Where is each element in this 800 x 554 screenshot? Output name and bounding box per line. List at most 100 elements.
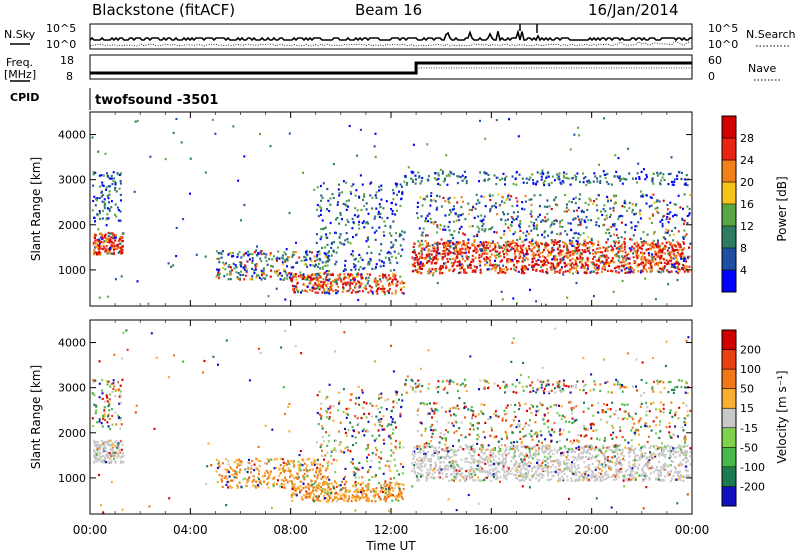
echo-cell xyxy=(643,446,646,449)
echo-cell xyxy=(494,263,497,266)
echo-cell xyxy=(553,243,555,246)
echo-cell xyxy=(503,267,505,270)
echo-cell xyxy=(480,214,483,217)
echo-cell xyxy=(333,280,336,283)
echo-cell xyxy=(433,247,436,250)
echo-cell xyxy=(119,180,122,183)
echo-cell xyxy=(416,205,419,209)
echo-cell xyxy=(453,249,456,252)
echo-cell xyxy=(453,454,456,457)
echo-cell xyxy=(599,479,602,482)
echo-cell xyxy=(327,289,330,292)
echo-cell xyxy=(575,270,578,273)
echo-cell xyxy=(497,193,500,196)
echo-cell xyxy=(417,240,420,243)
echo-cell xyxy=(586,256,589,259)
echo-cell xyxy=(662,266,665,269)
echo-cell xyxy=(650,242,653,245)
echo-cell xyxy=(311,286,314,289)
echo-cell xyxy=(522,463,525,466)
echo-cell xyxy=(324,264,327,267)
echo-cell xyxy=(587,219,590,222)
echo-cell xyxy=(359,265,362,269)
echo-cell xyxy=(316,255,319,258)
echo-cell xyxy=(506,196,509,199)
echo-cell xyxy=(107,197,110,200)
echo-cell xyxy=(412,258,415,261)
echo-cell xyxy=(366,282,369,285)
echo-cell xyxy=(550,459,552,462)
echo-cell xyxy=(605,261,608,264)
echo-cell xyxy=(635,459,638,462)
echo-cell xyxy=(658,267,661,270)
echo-cell xyxy=(667,221,670,224)
echo-cell xyxy=(571,241,574,244)
echo-cell xyxy=(597,453,600,457)
echo-cell xyxy=(685,265,688,268)
echo-cell xyxy=(134,120,137,123)
echo-cell xyxy=(394,275,397,278)
echo-cell xyxy=(113,177,116,180)
echo-cell xyxy=(481,219,484,223)
echo-cell xyxy=(439,465,442,468)
echo-cell xyxy=(559,477,561,480)
echo-cell xyxy=(499,235,502,239)
echo-cell xyxy=(118,449,121,452)
echo-cell xyxy=(610,468,612,471)
echo-cell xyxy=(314,291,317,294)
echo-cell xyxy=(622,474,625,477)
echo-cell xyxy=(358,290,361,293)
echo-cell xyxy=(544,444,547,447)
echo-cell xyxy=(572,244,575,248)
echo-cell xyxy=(462,243,465,246)
echo-cell xyxy=(612,240,615,243)
echo-cell xyxy=(546,461,549,464)
echo-cell xyxy=(547,175,550,178)
echo-cell xyxy=(673,203,676,206)
echo-cell xyxy=(317,265,319,268)
echo-cell xyxy=(356,290,359,293)
echo-cell xyxy=(605,254,608,257)
echo-cell xyxy=(167,262,170,265)
echo-cell xyxy=(577,249,580,252)
echo-cell xyxy=(481,479,484,482)
echo-cell xyxy=(317,273,320,276)
echo-cell xyxy=(465,470,468,473)
echo-cell xyxy=(103,445,106,448)
echo-cell xyxy=(631,267,634,270)
echo-cell xyxy=(394,292,397,295)
echo-cell xyxy=(595,455,597,458)
echo-cell xyxy=(175,255,178,258)
echo-cell xyxy=(416,466,419,469)
echo-cell xyxy=(617,255,620,258)
echo-cell xyxy=(450,251,453,254)
nave-tick-bottom: 0 xyxy=(708,70,715,83)
echo-cell xyxy=(492,240,494,243)
echo-cell xyxy=(475,266,478,270)
echo-cell xyxy=(550,207,553,211)
echo-cell xyxy=(523,259,526,262)
echo-cell xyxy=(107,185,110,188)
echo-cell xyxy=(489,449,492,452)
echo-cell xyxy=(584,249,586,252)
echo-cell xyxy=(503,462,506,465)
echo-cell xyxy=(92,199,95,203)
echo-cell xyxy=(583,461,586,464)
echo-cell xyxy=(321,291,324,294)
echo-cell xyxy=(644,262,647,265)
echo-cell xyxy=(559,220,562,223)
echo-cell xyxy=(96,446,98,449)
echo-cell xyxy=(321,246,324,249)
echo-cell xyxy=(362,267,365,270)
echo-cell xyxy=(369,289,372,292)
echo-cell xyxy=(272,255,275,258)
echo-cell xyxy=(481,244,484,247)
echo-cell xyxy=(563,210,566,213)
echo-cell xyxy=(600,418,602,421)
echo-cell xyxy=(115,190,118,193)
echo-cell xyxy=(542,474,545,477)
echo-cell xyxy=(670,259,673,262)
echo-cell xyxy=(388,284,390,287)
echo-cell xyxy=(428,471,431,474)
echo-cell xyxy=(664,456,667,459)
